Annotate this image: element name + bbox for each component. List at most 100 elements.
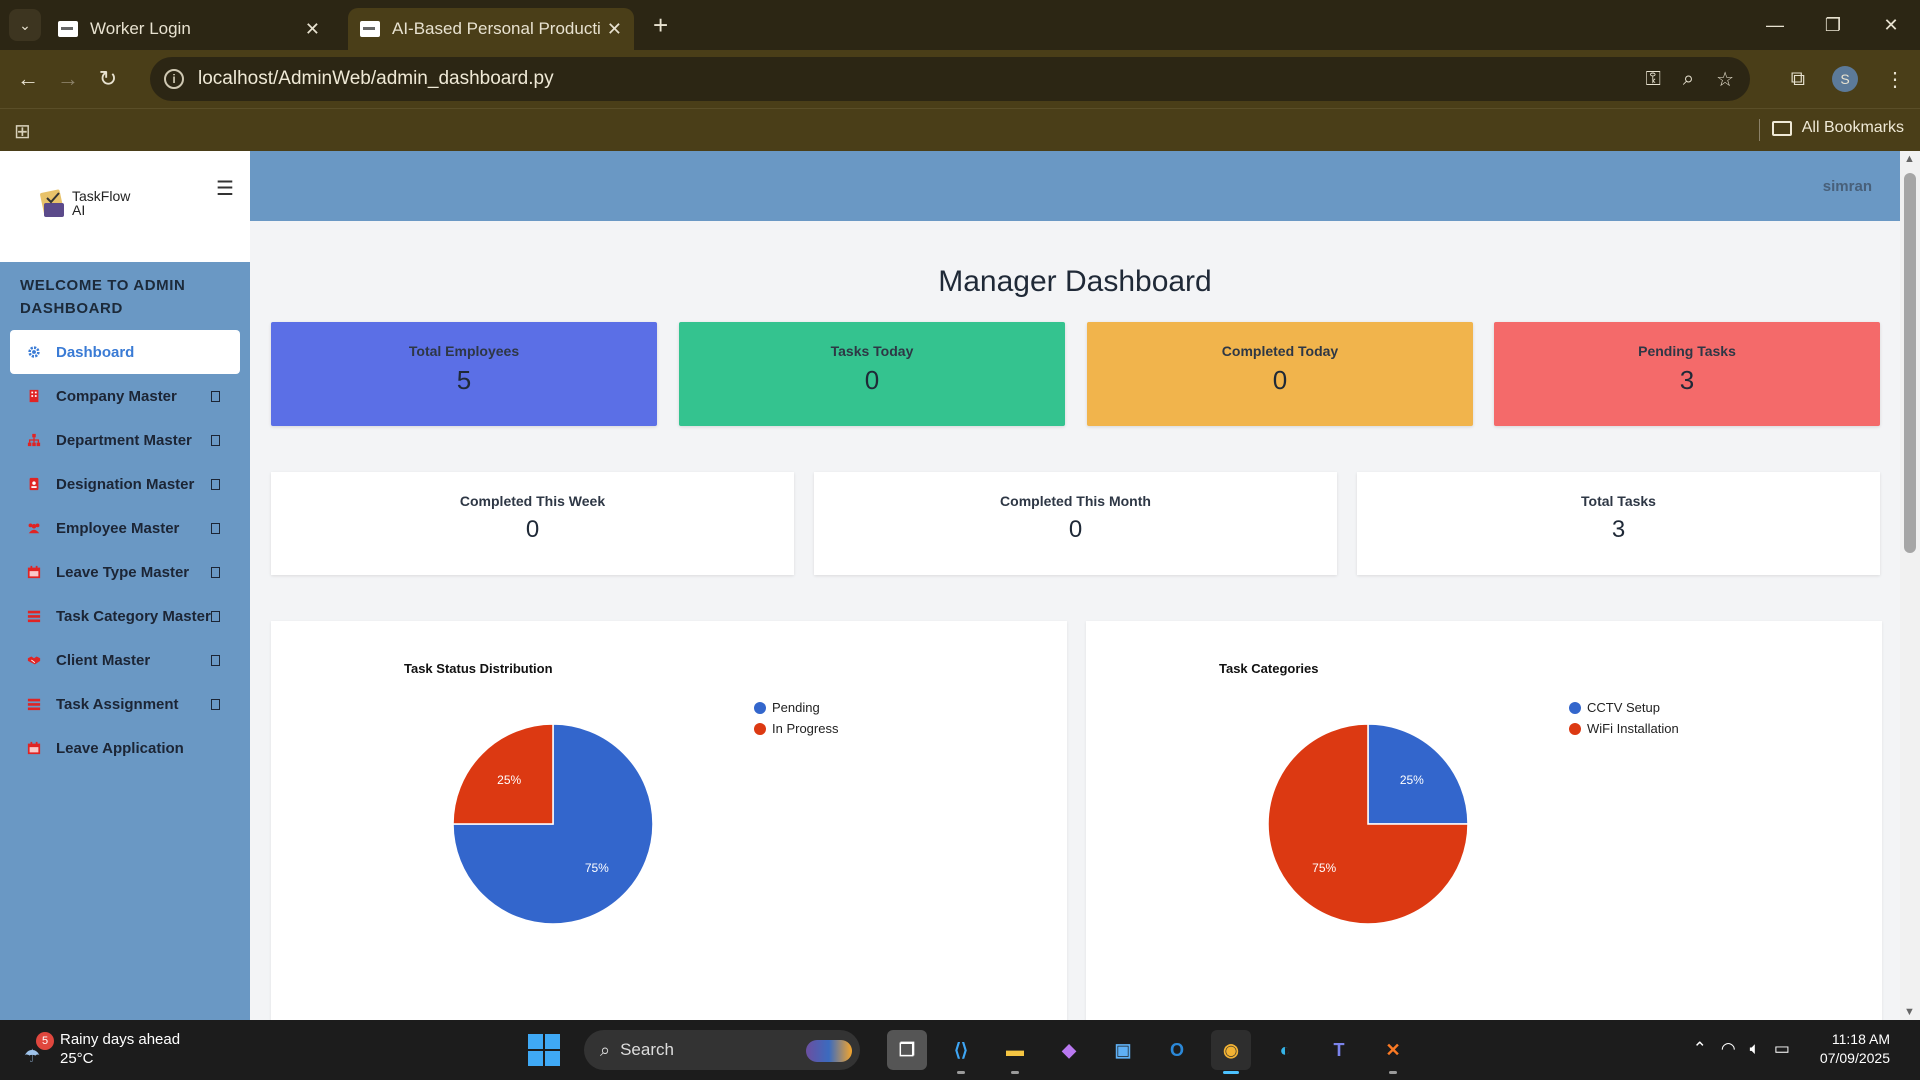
tab-title: Worker Login (90, 19, 191, 38)
stat-label: Pending Tasks (1638, 343, 1736, 359)
back-arrow-icon[interactable]: ← (17, 66, 39, 91)
summary-label: Completed This Month (1000, 493, 1151, 509)
chevron-up-icon[interactable]: ⌃ (1692, 1039, 1707, 1058)
sidebar: TaskFlow AI ☰ WELCOME TO ADMIN DASHBOARD… (0, 151, 250, 1020)
sidebar-item-employee-master[interactable]: Employee Master (0, 506, 250, 550)
legend-item-wifi-installation[interactable]: WiFi Installation (1569, 718, 1679, 739)
clock[interactable]: 11:18 AM 07/09/2025 (1820, 1030, 1890, 1068)
password-key-icon[interactable]: ⚿ (1645, 67, 1661, 90)
extensions-icon[interactable]: ⧉ (1790, 67, 1805, 90)
new-tab-button[interactable]: + (653, 10, 669, 40)
sidebar-item-client-master[interactable]: Client Master (0, 638, 250, 682)
pie-slice-in-progress[interactable] (452, 723, 554, 825)
chart-legend: CCTV Setup WiFi Installation (1569, 697, 1679, 739)
bookmark-star-icon[interactable]: ☆ (1716, 68, 1734, 91)
legend-label: CCTV Setup (1587, 700, 1660, 715)
profile-avatar[interactable]: S (1832, 66, 1858, 92)
legend-item-in-progress[interactable]: In Progress (754, 718, 838, 739)
windows-start-icon[interactable] (528, 1034, 560, 1066)
legend-item-pending[interactable]: Pending (754, 697, 838, 718)
sidebar-menu: Dashboard Company Master Department Mast… (0, 330, 250, 770)
submenu-indicator-icon (211, 391, 220, 402)
browser-tab-worker-login[interactable]: Worker Login ✕ (46, 8, 332, 50)
close-window-icon[interactable]: ✕ (1883, 14, 1899, 35)
sidebar-item-label: Designation Master (56, 475, 195, 493)
scroll-up-arrow-icon[interactable]: ▲ (1904, 153, 1915, 165)
all-bookmarks-button[interactable]: All Bookmarks (1771, 119, 1904, 137)
pie-slice-wifi-installation[interactable] (1267, 723, 1469, 925)
task-view-icon[interactable]: ❐ (887, 1030, 927, 1070)
outlook-icon[interactable]: O (1169, 1039, 1184, 1060)
restore-icon[interactable]: ❐ (1824, 14, 1842, 35)
sidebar-item-dashboard[interactable]: Dashboard (10, 330, 240, 374)
submenu-indicator-icon (211, 655, 220, 666)
submenu-indicator-icon (211, 567, 220, 578)
weather-widget[interactable]: ☂ 5 Rainy days ahead 25°C (24, 1030, 180, 1068)
list-icon (27, 698, 41, 711)
edge-icon[interactable]: ◐ (1279, 1039, 1291, 1060)
microsoft-store-icon[interactable]: ▣ (1114, 1039, 1132, 1060)
browser-tab-dashboard[interactable]: AI-Based Personal Productivity ✕ (348, 8, 634, 50)
volume-icon[interactable]: 🔈︎ (1749, 1039, 1760, 1058)
sidebar-item-leave-type-master[interactable]: Leave Type Master (0, 550, 250, 594)
close-icon[interactable]: ✕ (606, 18, 622, 39)
gear-icon (28, 346, 40, 358)
hamburger-menu-icon[interactable]: ☰ (216, 178, 234, 200)
file-explorer-icon[interactable]: ▬ (995, 1030, 1035, 1074)
url-text[interactable]: localhost/AdminWeb/admin_dashboard.py (198, 68, 554, 89)
legend-label: In Progress (772, 721, 839, 736)
close-icon[interactable]: ✕ (304, 18, 320, 39)
summary-value: 0 (525, 516, 540, 543)
sidebar-item-company-master[interactable]: Company Master (0, 374, 250, 418)
sidebar-item-designation-master[interactable]: Designation Master (0, 462, 250, 506)
menu-kebab-icon[interactable]: ⋮ (1885, 68, 1905, 91)
zoom-icon[interactable]: ⌕ (1682, 67, 1695, 90)
stat-value: 3 (1679, 365, 1695, 395)
sidebar-item-task-assignment[interactable]: Task Assignment (0, 682, 250, 726)
tab-search-button[interactable]: ⌄ (9, 9, 41, 41)
pie-slice-label: 25% (497, 773, 521, 787)
sidebar-item-label: Dashboard (56, 343, 135, 361)
submenu-indicator-icon (211, 611, 220, 622)
scrollbar-thumb[interactable] (1904, 173, 1916, 553)
pie-slice-cctv-setup[interactable] (1367, 723, 1469, 825)
vscode-icon[interactable]: ⟨⟩ (941, 1030, 981, 1074)
sidebar-item-task-category-master[interactable]: Task Category Master (0, 594, 250, 638)
legend-dot-icon (754, 722, 766, 735)
page-title: Manager Dashboard (938, 265, 1212, 298)
stat-label: Tasks Today (830, 343, 914, 359)
sidebar-item-label: Task Assignment (56, 695, 179, 713)
xampp-icon[interactable]: ✕ (1373, 1030, 1413, 1074)
scroll-down-arrow-icon[interactable]: ▼ (1904, 1006, 1915, 1018)
taskbar-search[interactable]: ⌕ Search (584, 1030, 860, 1070)
legend-label: WiFi Installation (1587, 721, 1679, 736)
battery-icon[interactable]: ▭ (1773, 1039, 1790, 1058)
sidebar-item-label: Client Master (56, 651, 151, 669)
copilot-icon[interactable]: ◆ (1062, 1039, 1076, 1060)
user-name[interactable]: simran (1822, 178, 1872, 195)
sidebar-item-department-master[interactable]: Department Master (0, 418, 250, 462)
reload-icon[interactable]: ↻ (98, 66, 118, 91)
legend-item-cctv-setup[interactable]: CCTV Setup (1569, 697, 1679, 718)
window-controls: — ❐ ✕ (1746, 0, 1920, 50)
weather-temp: 25°C (60, 1050, 94, 1067)
minimize-icon[interactable]: — (1766, 14, 1784, 35)
teams-icon[interactable]: T (1333, 1039, 1345, 1060)
site-info-icon[interactable]: i (164, 69, 184, 89)
address-bar[interactable]: i localhost/AdminWeb/admin_dashboard.py … (150, 57, 1750, 101)
sidebar-item-label: Leave Type Master (56, 563, 190, 581)
page-scrollbar[interactable]: ▲ ▼ (1900, 151, 1920, 1020)
wifi-icon[interactable]: ◠ (1720, 1039, 1736, 1058)
handshake-icon (27, 656, 41, 665)
submenu-indicator-icon (211, 479, 220, 490)
pie-chart-task-status: 75% 25% (452, 723, 654, 925)
stat-value: 5 (456, 365, 472, 395)
chrome-icon[interactable]: ◉ (1211, 1030, 1251, 1074)
bookmarks-divider (1759, 119, 1760, 141)
apps-grid-icon[interactable]: ⊞ (14, 121, 31, 143)
search-icon: ⌕ (600, 1039, 611, 1060)
sidebar-item-leave-application[interactable]: Leave Application (0, 726, 250, 770)
list-icon (27, 610, 41, 623)
forward-arrow-icon[interactable]: → (57, 66, 79, 91)
summary-card-completed-week: Completed This Week 0 (271, 472, 794, 575)
